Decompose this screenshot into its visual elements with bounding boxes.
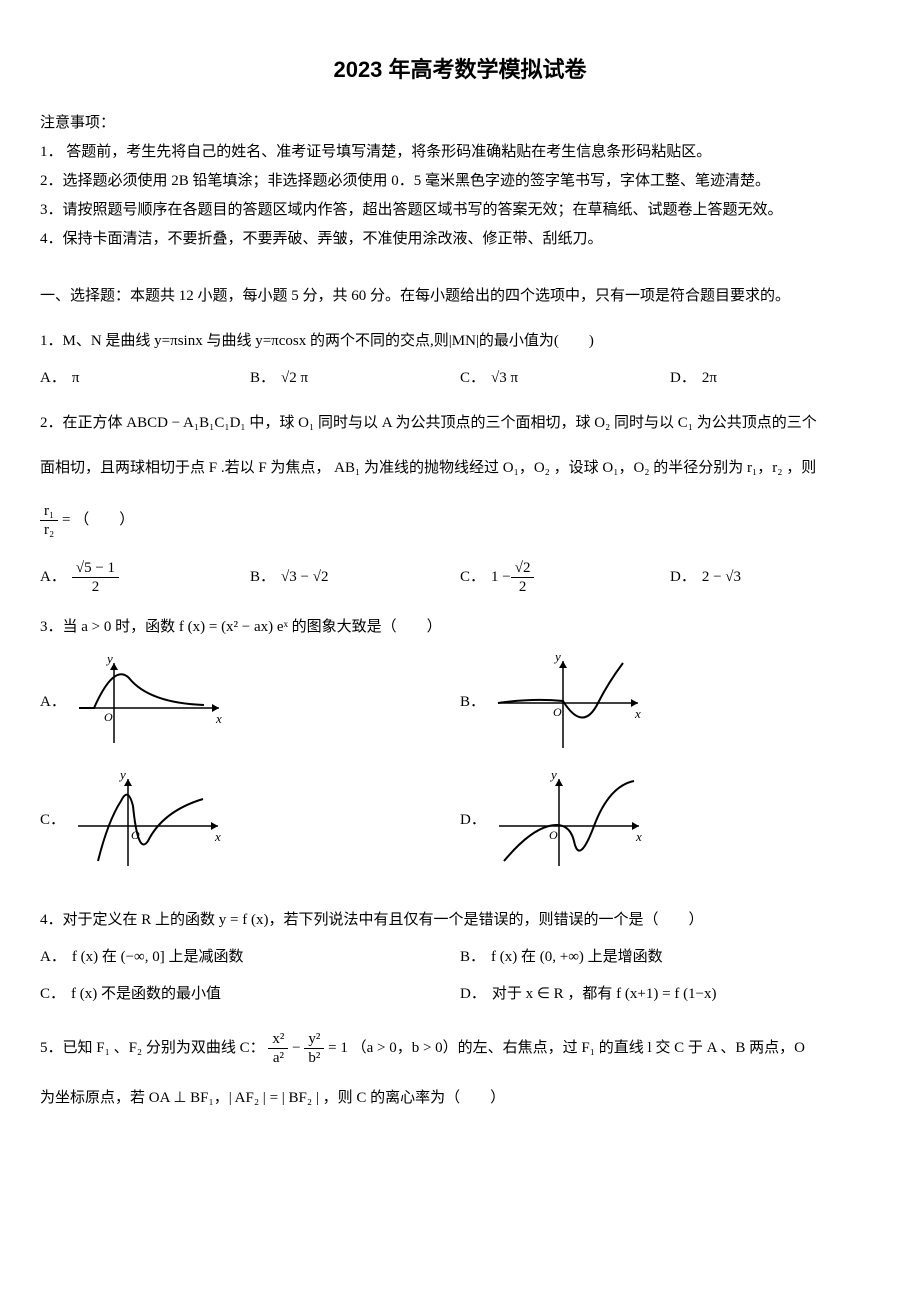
frac-den: 2 bbox=[72, 578, 119, 596]
option-b-text: √2 π bbox=[281, 365, 308, 392]
graph-d-icon: y x O bbox=[494, 771, 649, 871]
option-b: B． y x O bbox=[460, 653, 880, 753]
option-a: A．π bbox=[40, 365, 250, 392]
option-d: D．对于 x ∈ R ，都有 f (x+1) = f (1−x) bbox=[460, 981, 880, 1008]
svg-text:O: O bbox=[104, 710, 113, 724]
question-2-options: A． √5 − 12 B．√3 − √2 C． 1 − √22 D．2 − √3 bbox=[40, 559, 880, 596]
question-2-paren: = （ ） bbox=[62, 512, 134, 528]
option-b-label: B． bbox=[460, 689, 485, 716]
svg-text:O: O bbox=[549, 828, 558, 842]
question-1: 1．M、N 是曲线 y=πsinx 与曲线 y=πcosx 的两个不同的交点,则… bbox=[40, 328, 880, 355]
graph-b-icon: y x O bbox=[493, 653, 648, 753]
notice-item: 2．选择题必须使用 2B 铅笔填涂；非选择题必须使用 0．5 毫米黑色字迹的签字… bbox=[40, 168, 880, 195]
notice-item: 3．请按照题号顺序在各题目的答题区域内作答，超出答题区域书写的答案无效；在草稿纸… bbox=[40, 197, 880, 224]
option-c-text: f (x) 不是函数的最小值 bbox=[71, 981, 221, 1008]
svg-text:x: x bbox=[214, 829, 221, 844]
option-c: C． 1 − √22 bbox=[460, 559, 670, 596]
question-5-line2: 为坐标原点，若 OA ⊥ BF₁，| AF₂ | = | BF₂ | ，则 C … bbox=[40, 1085, 880, 1112]
option-c: C．f (x) 不是函数的最小值 bbox=[40, 981, 460, 1008]
frac-num: r₁ bbox=[40, 502, 58, 521]
option-b: B．√2 π bbox=[250, 365, 460, 392]
question-2-line2: 面相切，且两球相切于点 F .若以 F 为焦点， AB₁ 为准线的抛物线经过 O… bbox=[40, 455, 880, 482]
option-d-text: 2 − √3 bbox=[702, 564, 741, 591]
svg-text:y: y bbox=[105, 653, 113, 666]
question-4-options-row2: C．f (x) 不是函数的最小值 D．对于 x ∈ R ，都有 f (x+1) … bbox=[40, 981, 880, 1008]
question-5-suffix: = 1 （a > 0，b > 0）的左、右焦点，过 F₁ 的直线 l 交 C 于… bbox=[328, 1040, 805, 1056]
option-d: D． y x O bbox=[460, 771, 880, 871]
option-d-text: 2π bbox=[702, 365, 717, 392]
option-b: B．f (x) 在 (0, +∞) 上是增函数 bbox=[460, 944, 880, 971]
question-4: 4．对于定义在 R 上的函数 y = f (x)，若下列说法中有且仅有一个是错误… bbox=[40, 907, 880, 934]
graph-a-icon: y x O bbox=[74, 653, 229, 753]
question-2-line1: 2．在正方体 ABCD − A₁B₁C₁D₁ 中，球 O₁ 同时与以 A 为公共… bbox=[40, 410, 880, 437]
option-d: D．2π bbox=[670, 365, 880, 392]
notice-item: 1． 答题前，考生先将自己的姓名、准考证号填写清楚，将条形码准确粘贴在考生信息条… bbox=[40, 139, 880, 166]
option-a-text: π bbox=[72, 365, 80, 392]
question-2-line3: r₁ r₂ = （ ） bbox=[40, 502, 880, 539]
frac-den: b² bbox=[304, 1049, 324, 1067]
option-b-text: √3 − √2 bbox=[281, 564, 328, 591]
frac-den: r₂ bbox=[40, 521, 58, 539]
notice-header: 注意事项： bbox=[40, 110, 880, 137]
section-header: 一、选择题：本题共 12 小题，每小题 5 分，共 60 分。在每小题给出的四个… bbox=[40, 283, 880, 310]
option-b-text: f (x) 在 (0, +∞) 上是增函数 bbox=[491, 944, 663, 971]
option-c-prefix: 1 − bbox=[491, 564, 511, 591]
frac-r1-r2: r₁ r₂ bbox=[40, 502, 58, 539]
notice-item: 4．保持卡面清洁，不要折叠，不要弄破、弄皱，不准使用涂改液、修正带、刮纸刀。 bbox=[40, 226, 880, 253]
question-3: 3．当 a > 0 时，函数 f (x) = (x² − ax) eˣ 的图象大… bbox=[40, 614, 880, 641]
option-b: B．√3 − √2 bbox=[250, 559, 460, 596]
frac-num: √2 bbox=[511, 559, 535, 578]
svg-text:x: x bbox=[635, 829, 642, 844]
graph-c-icon: y x O bbox=[73, 771, 228, 871]
option-c-text: √3 π bbox=[491, 365, 518, 392]
option-c: C． y x O bbox=[40, 771, 460, 871]
option-c-label: C． bbox=[40, 807, 65, 834]
option-a: A． √5 − 12 bbox=[40, 559, 250, 596]
svg-text:x: x bbox=[634, 706, 641, 721]
page-title: 2023 年高考数学模拟试卷 bbox=[40, 50, 880, 90]
option-a-label: A． bbox=[40, 689, 66, 716]
frac-den: a² bbox=[268, 1049, 288, 1067]
option-c: C．√3 π bbox=[460, 365, 670, 392]
frac-num: y² bbox=[304, 1030, 324, 1049]
svg-text:y: y bbox=[553, 653, 561, 664]
svg-text:O: O bbox=[553, 705, 562, 719]
svg-text:x: x bbox=[215, 711, 222, 726]
svg-text:y: y bbox=[549, 771, 557, 782]
option-d: D．2 − √3 bbox=[670, 559, 880, 596]
option-a: A． y x O bbox=[40, 653, 460, 753]
question-5-line1: 5．已知 F₁ 、F₂ 分别为双曲线 C： x²a² − y²b² = 1 （a… bbox=[40, 1030, 880, 1067]
option-d-text: 对于 x ∈ R ，都有 f (x+1) = f (1−x) bbox=[492, 981, 717, 1008]
question-4-options-row1: A．f (x) 在 (−∞, 0] 上是减函数 B．f (x) 在 (0, +∞… bbox=[40, 944, 880, 971]
option-d-label: D． bbox=[460, 807, 486, 834]
frac-den: 2 bbox=[511, 578, 535, 596]
option-a: A．f (x) 在 (−∞, 0] 上是减函数 bbox=[40, 944, 460, 971]
frac-num: √5 − 1 bbox=[72, 559, 119, 578]
option-a-text: f (x) 在 (−∞, 0] 上是减函数 bbox=[72, 944, 244, 971]
question-3-options: A． y x O B． y x O C． bbox=[40, 653, 880, 889]
question-1-options: A．π B．√2 π C．√3 π D．2π bbox=[40, 365, 880, 392]
svg-text:y: y bbox=[118, 771, 126, 782]
question-5-prefix: 5．已知 F₁ 、F₂ 分别为双曲线 C： bbox=[40, 1040, 265, 1056]
frac-num: x² bbox=[268, 1030, 288, 1049]
minus-sign: − bbox=[292, 1040, 304, 1056]
